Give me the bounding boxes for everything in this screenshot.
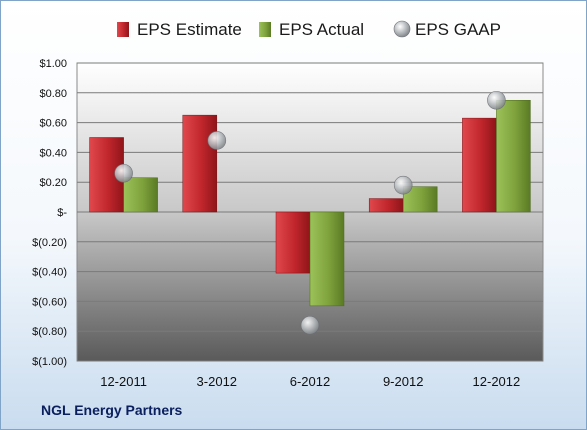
legend-swatch: [117, 22, 129, 37]
eps-gaap-marker: [487, 90, 506, 110]
y-axis: $1.00 $0.80 $0.60 $0.40 $0.20 $- $(0.20) $(0.40…: [32, 58, 67, 368]
x-axis: 12-2011 3-2012 6-2012 9-2012 12-2012: [100, 374, 520, 389]
eps-gaap-marker: [300, 315, 320, 335]
x-tick-label: 9-2012: [383, 374, 423, 389]
y-tick-label: $-: [57, 207, 67, 219]
eps-gaap-marker: [207, 131, 227, 150]
y-tick-label: $(0.80): [32, 326, 67, 338]
eps-actual-bar: [123, 177, 158, 213]
gaap-markers: [114, 90, 506, 335]
y-tick-label: $1.00: [39, 58, 67, 70]
y-tick-label: $(0.40): [32, 267, 67, 279]
eps-estimate-bar: [368, 198, 404, 213]
eps-estimate-bar: [275, 211, 311, 274]
x-tick-label: 12-2012: [473, 374, 521, 389]
y-tick-label: $0.80: [39, 88, 67, 100]
y-tick-label: $0.60: [39, 118, 67, 130]
y-tick-label: $0.40: [39, 147, 67, 159]
eps-estimate-bar: [182, 114, 218, 213]
y-tick-label: $(0.20): [32, 237, 67, 249]
y-tick-label: $(0.60): [32, 296, 67, 308]
eps-actual-bar: [309, 211, 345, 307]
legend-swatch: [393, 20, 411, 38]
y-tick-label: $0.20: [39, 177, 67, 189]
legend-swatch: [259, 22, 271, 37]
x-tick-label: 6-2012: [290, 374, 330, 389]
company-title: NGL Energy Partners: [41, 402, 183, 418]
eps-gaap-marker: [114, 163, 133, 183]
legend-label: EPS Estimate: [137, 20, 242, 39]
legend-label: EPS Actual: [279, 20, 364, 39]
bar-series: [89, 100, 531, 307]
x-tick-label: 3-2012: [197, 374, 237, 389]
eps-estimate-bar: [462, 117, 497, 213]
y-tick-label: $(1.00): [32, 356, 67, 368]
x-tick-label: 12-2011: [100, 374, 147, 389]
eps-actual-bar: [496, 100, 531, 213]
eps-gaap-marker: [393, 175, 413, 195]
legend: EPS Estimate EPS Actual EPS GAAP: [117, 20, 501, 39]
legend-label: EPS GAAP: [415, 20, 501, 39]
